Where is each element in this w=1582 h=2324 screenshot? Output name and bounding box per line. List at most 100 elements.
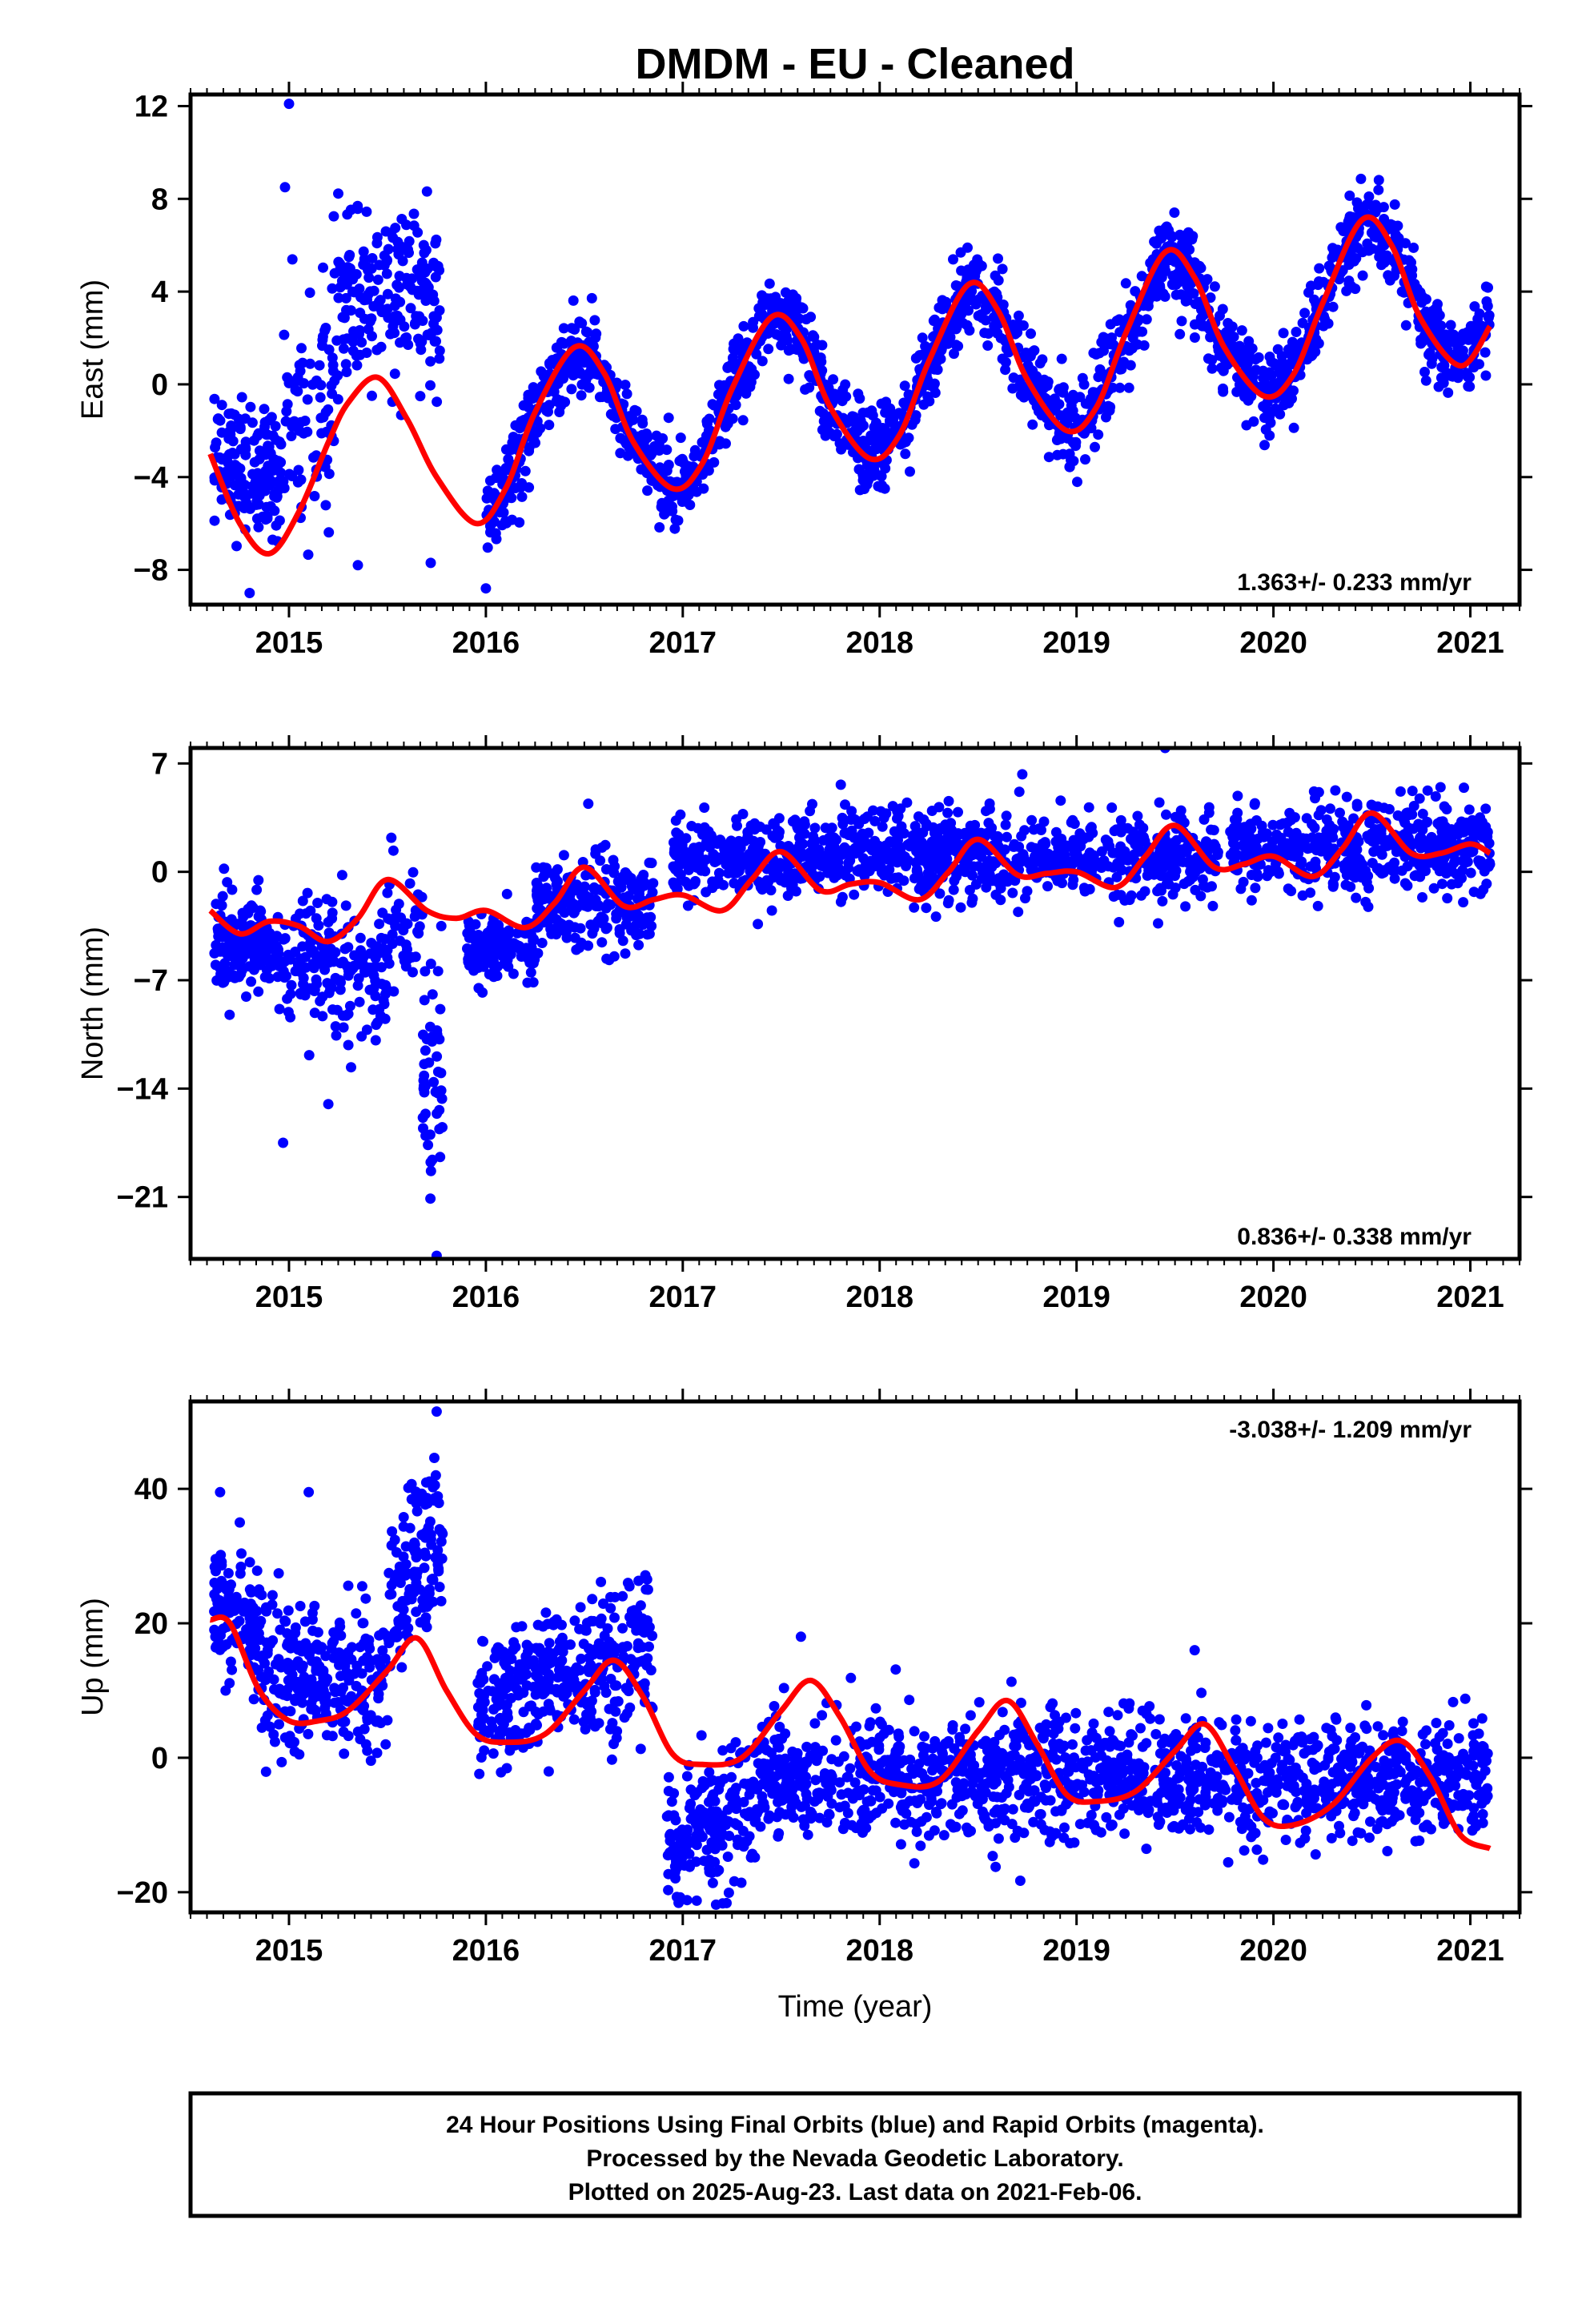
data-point bbox=[1414, 833, 1425, 844]
data-point bbox=[283, 1007, 294, 1018]
x-tick-label: 2015 bbox=[255, 1281, 323, 1314]
x-tick-label: 2019 bbox=[1042, 1281, 1110, 1314]
data-point bbox=[218, 931, 228, 943]
data-point bbox=[1483, 312, 1494, 324]
data-point bbox=[1419, 367, 1430, 377]
data-point bbox=[247, 417, 258, 428]
data-point bbox=[1438, 361, 1449, 372]
data-point bbox=[1355, 173, 1367, 184]
data-point bbox=[645, 911, 656, 923]
data-point bbox=[738, 320, 749, 332]
data-point bbox=[1170, 271, 1182, 282]
data-point bbox=[720, 421, 731, 432]
data-point bbox=[1012, 327, 1023, 338]
data-point bbox=[742, 826, 753, 838]
data-points-east bbox=[209, 99, 1495, 598]
data-point bbox=[263, 415, 275, 426]
data-point bbox=[583, 940, 594, 951]
data-point bbox=[975, 309, 986, 320]
data-point bbox=[909, 821, 921, 832]
data-point bbox=[239, 1597, 250, 1608]
data-point bbox=[748, 322, 758, 333]
data-point bbox=[370, 961, 381, 972]
data-point bbox=[1465, 867, 1476, 879]
data-point bbox=[248, 1694, 259, 1705]
data-point bbox=[390, 223, 401, 234]
data-point bbox=[1348, 813, 1359, 824]
data-point bbox=[783, 373, 794, 384]
data-point bbox=[389, 368, 400, 380]
data-point bbox=[211, 437, 222, 448]
data-point bbox=[1311, 842, 1323, 854]
data-point bbox=[1111, 871, 1122, 883]
data-point bbox=[857, 471, 869, 482]
data-point bbox=[263, 440, 274, 452]
data-point bbox=[1272, 344, 1283, 355]
data-point bbox=[1127, 332, 1138, 344]
data-point bbox=[359, 1723, 370, 1735]
data-point bbox=[259, 1658, 271, 1669]
x-tick-label: 2020 bbox=[1239, 1281, 1307, 1314]
data-point bbox=[1096, 846, 1107, 857]
data-point bbox=[1287, 336, 1298, 348]
data-point bbox=[1271, 378, 1283, 389]
data-point bbox=[1361, 199, 1372, 210]
data-point bbox=[735, 842, 745, 854]
data-point bbox=[782, 335, 793, 346]
data-point bbox=[367, 390, 377, 401]
data-point bbox=[1050, 836, 1062, 847]
data-point bbox=[1064, 448, 1075, 460]
plot-frame bbox=[188, 92, 1522, 607]
data-point bbox=[1417, 892, 1427, 903]
data-points-up bbox=[209, 1406, 1493, 1910]
data-point bbox=[412, 227, 424, 238]
data-point bbox=[1278, 818, 1289, 829]
data-point bbox=[604, 955, 615, 966]
data-point bbox=[287, 416, 298, 428]
data-point bbox=[298, 1689, 309, 1700]
data-point bbox=[1312, 900, 1323, 911]
data-point bbox=[989, 875, 1000, 887]
data-point bbox=[576, 390, 587, 401]
data-point bbox=[333, 292, 344, 304]
data-point bbox=[334, 1659, 344, 1671]
data-point bbox=[633, 939, 644, 951]
data-point bbox=[1373, 175, 1384, 186]
x-tick-label: 2015 bbox=[255, 626, 323, 660]
data-point bbox=[1247, 844, 1258, 855]
data-point bbox=[763, 344, 774, 355]
data-point bbox=[1363, 870, 1374, 882]
data-point bbox=[220, 1582, 231, 1593]
data-point bbox=[351, 360, 363, 371]
data-point bbox=[849, 889, 860, 900]
data-point bbox=[1119, 895, 1130, 906]
data-point bbox=[794, 843, 805, 854]
data-point bbox=[921, 903, 932, 914]
data-point bbox=[464, 920, 475, 931]
data-point bbox=[1176, 316, 1187, 327]
data-point bbox=[236, 392, 247, 403]
data-point bbox=[774, 858, 785, 869]
data-point bbox=[1236, 325, 1247, 336]
data-point bbox=[733, 333, 744, 344]
data-point bbox=[698, 864, 709, 875]
data-point bbox=[572, 879, 582, 891]
data-point bbox=[552, 864, 563, 875]
data-point bbox=[948, 884, 959, 895]
data-point bbox=[269, 505, 280, 517]
data-point bbox=[244, 1644, 255, 1655]
velocity-rate-label: 1.363+/- 0.233 mm/yr bbox=[1237, 569, 1472, 596]
data-point bbox=[1368, 801, 1379, 812]
data-points-north bbox=[209, 748, 1496, 1259]
data-point bbox=[1475, 888, 1486, 899]
data-point bbox=[296, 343, 307, 354]
data-point bbox=[347, 1642, 357, 1653]
data-point bbox=[1480, 370, 1492, 381]
data-point bbox=[327, 1004, 338, 1015]
data-point bbox=[873, 480, 884, 492]
data-point bbox=[215, 1550, 227, 1561]
data-point bbox=[824, 844, 835, 855]
data-point bbox=[315, 392, 326, 403]
data-point bbox=[1257, 826, 1268, 838]
data-point bbox=[774, 331, 785, 342]
